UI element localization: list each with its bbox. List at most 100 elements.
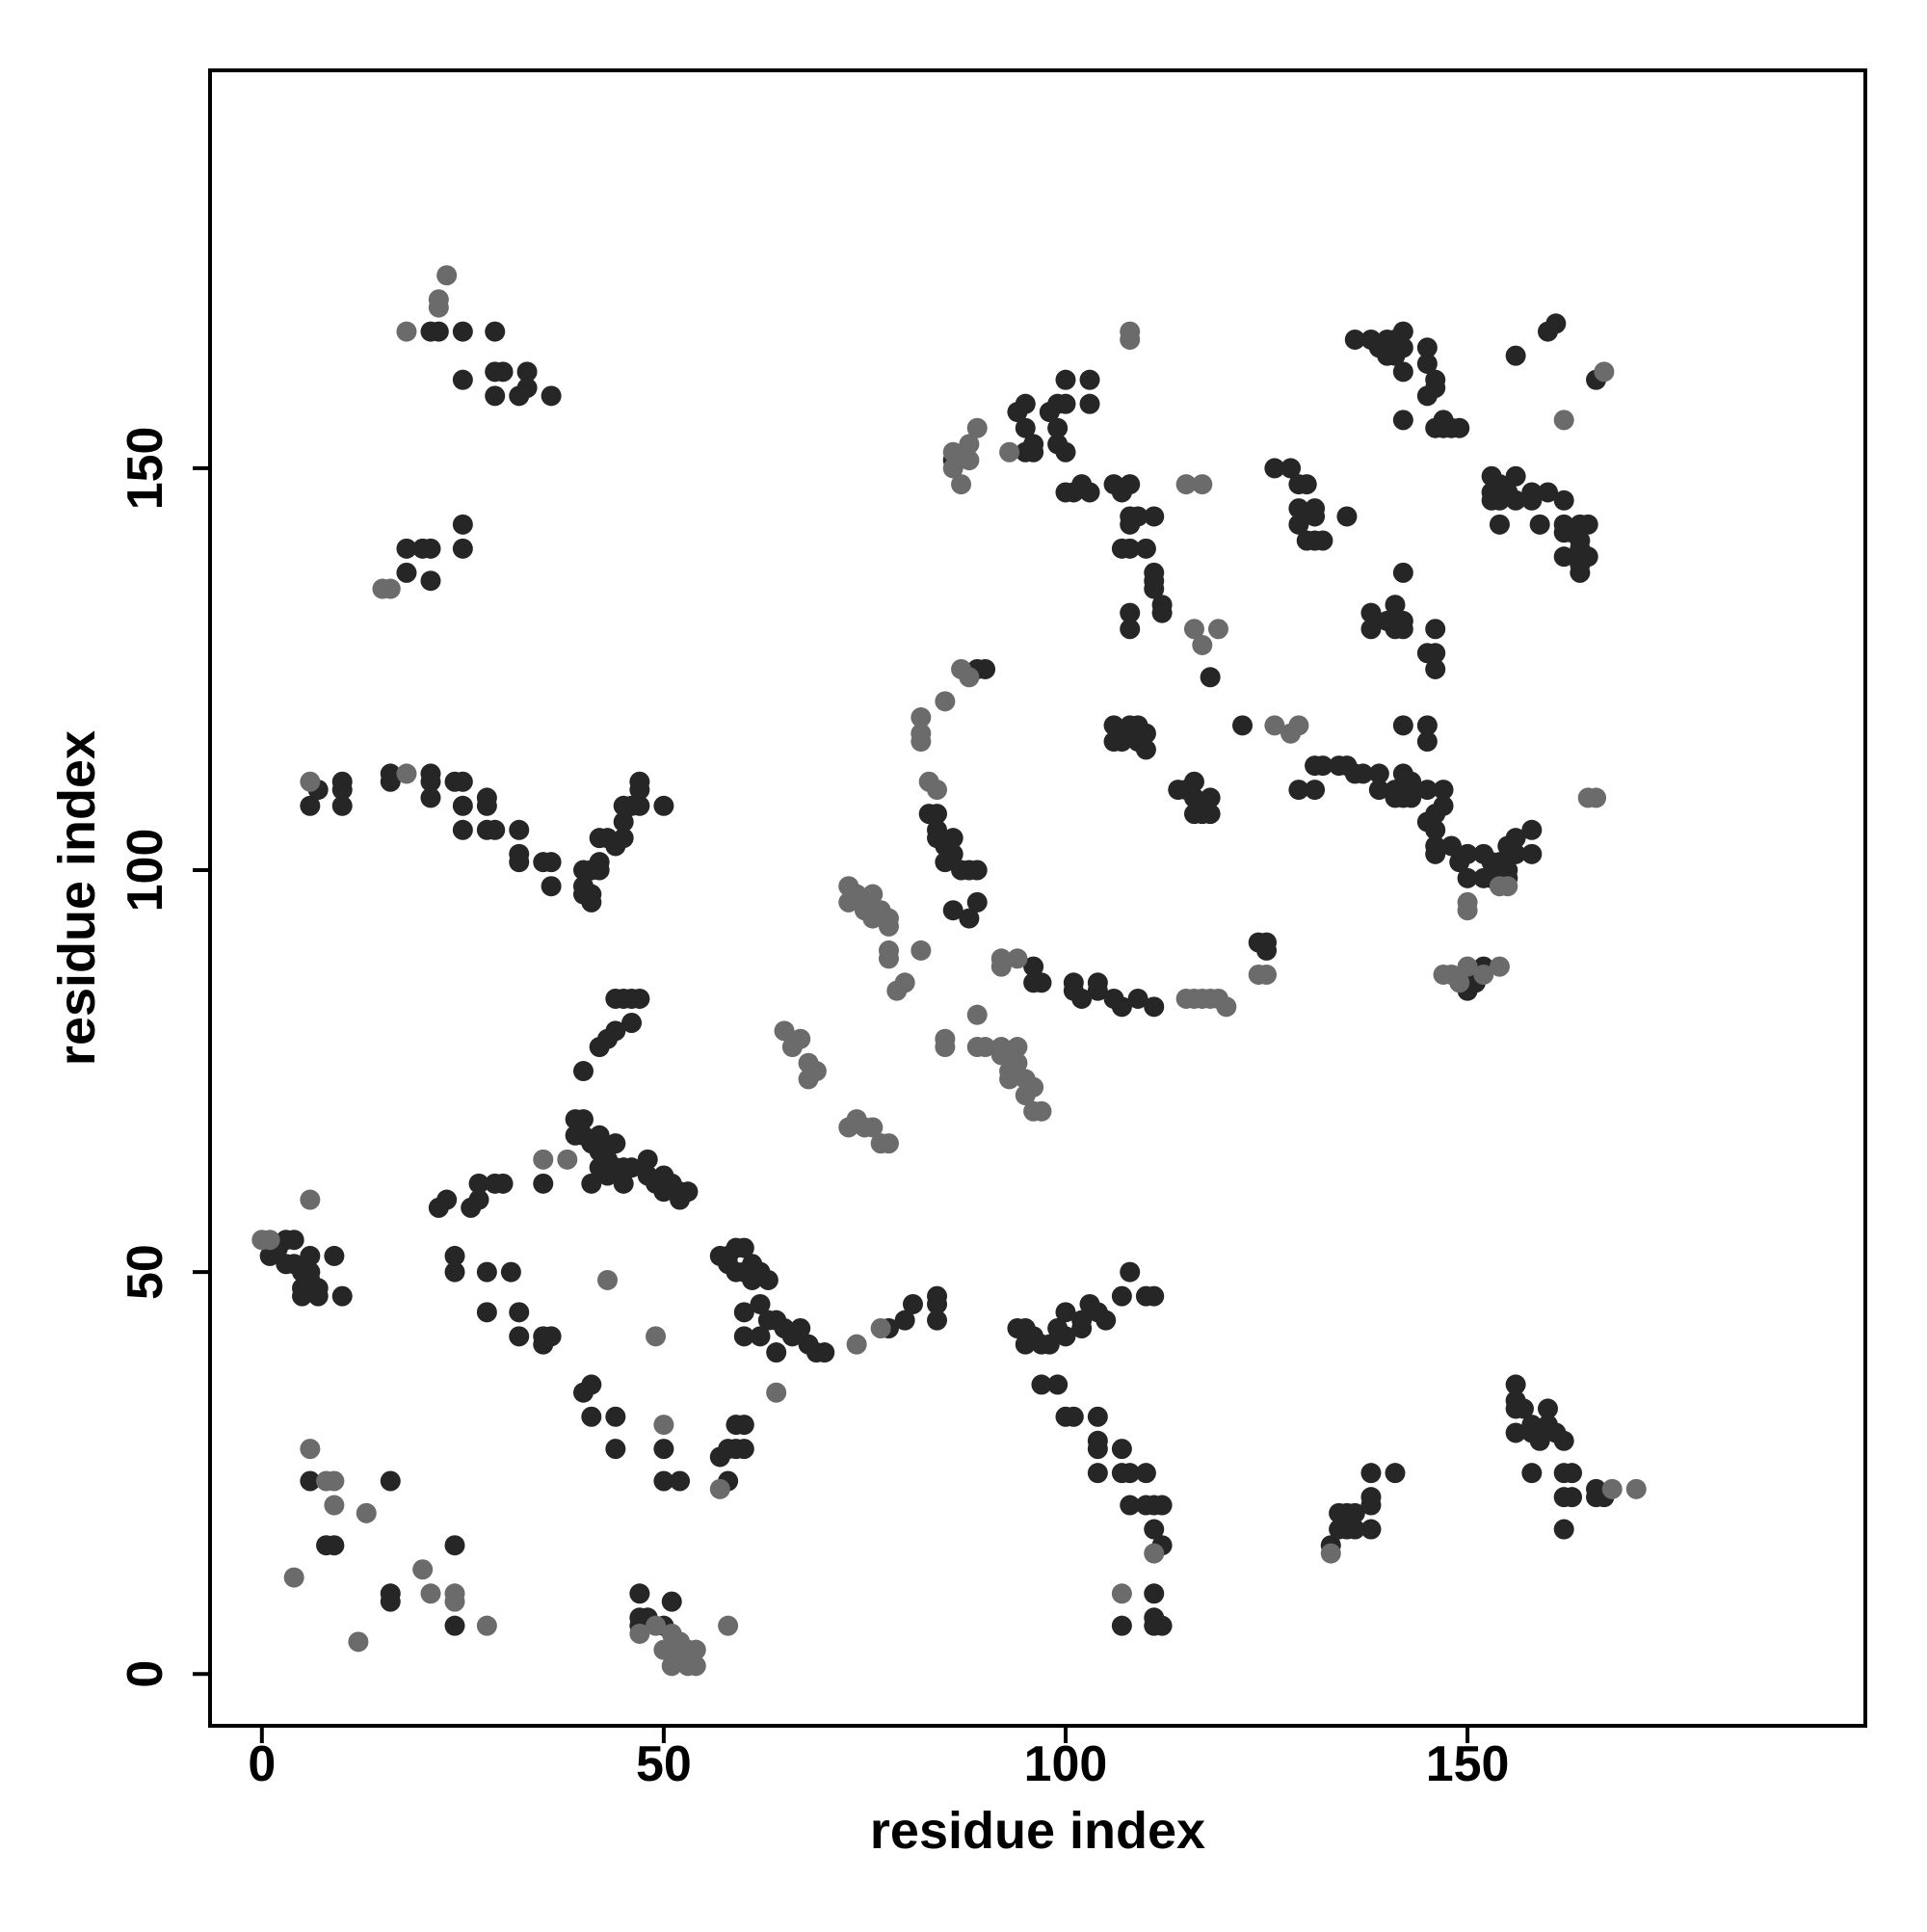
- point: [613, 811, 634, 833]
- point: [927, 804, 948, 825]
- point: [975, 658, 996, 679]
- point: [1521, 1463, 1543, 1484]
- point: [1416, 385, 1438, 407]
- point: [324, 1535, 345, 1556]
- point: [911, 707, 932, 728]
- point: [485, 385, 506, 407]
- point: [492, 1173, 514, 1194]
- point: [862, 884, 884, 905]
- point: [468, 1189, 489, 1210]
- y-axis-title: residue index: [48, 730, 106, 1066]
- point: [862, 1117, 884, 1138]
- point: [331, 780, 353, 801]
- point: [733, 1302, 754, 1323]
- point: [396, 538, 417, 559]
- point: [1433, 795, 1454, 816]
- point: [927, 1293, 948, 1314]
- point: [733, 1326, 754, 1347]
- point: [331, 795, 353, 816]
- point: [444, 1245, 465, 1266]
- plot-frame: [208, 68, 1867, 1728]
- point: [1031, 1100, 1052, 1122]
- point: [1111, 731, 1132, 753]
- point: [1127, 506, 1148, 527]
- point: [1256, 940, 1278, 961]
- point: [677, 1181, 699, 1203]
- point: [1505, 490, 1526, 511]
- point: [927, 1310, 948, 1331]
- point: [966, 891, 988, 913]
- point: [1553, 490, 1574, 511]
- point: [1120, 329, 1141, 350]
- point: [444, 1261, 465, 1283]
- point: [1521, 482, 1543, 503]
- point: [935, 1037, 956, 1058]
- point: [1385, 1463, 1406, 1484]
- point: [1111, 996, 1132, 1018]
- point: [1553, 1430, 1574, 1451]
- point: [516, 378, 538, 399]
- point: [541, 852, 562, 873]
- point: [1360, 602, 1382, 623]
- point: [509, 1326, 530, 1347]
- point: [1087, 972, 1108, 993]
- point: [959, 908, 980, 929]
- point: [1144, 1583, 1165, 1604]
- point: [790, 1028, 811, 1049]
- point: [999, 1069, 1020, 1090]
- point: [1144, 1543, 1165, 1564]
- point: [1183, 787, 1204, 808]
- point: [1392, 562, 1413, 583]
- point: [589, 1125, 610, 1146]
- point: [420, 771, 441, 792]
- point: [894, 1310, 915, 1331]
- point: [396, 562, 417, 583]
- point: [646, 1615, 667, 1636]
- point: [878, 948, 899, 969]
- point: [1200, 787, 1221, 808]
- x-tick-label: 150: [1426, 1736, 1510, 1792]
- point: [1320, 1543, 1341, 1564]
- point: [1055, 369, 1076, 390]
- point: [766, 1342, 787, 1363]
- point: [300, 771, 321, 792]
- point: [1336, 506, 1358, 527]
- point: [1111, 1439, 1132, 1460]
- point: [1489, 514, 1510, 535]
- point: [572, 1109, 594, 1130]
- point: [902, 1293, 923, 1314]
- point: [1232, 715, 1254, 736]
- point: [380, 771, 401, 792]
- point: [959, 667, 980, 688]
- point: [436, 265, 458, 286]
- point: [1144, 1615, 1165, 1636]
- point: [300, 1439, 321, 1460]
- point: [1305, 506, 1326, 527]
- point: [942, 458, 964, 479]
- point: [1497, 860, 1518, 881]
- point: [283, 1230, 304, 1251]
- point: [1625, 1478, 1647, 1499]
- point: [468, 1173, 489, 1194]
- point: [1055, 1326, 1076, 1347]
- x-tick-label: 50: [636, 1736, 692, 1792]
- point: [452, 771, 473, 792]
- point: [259, 1230, 280, 1251]
- point: [1489, 956, 1510, 977]
- point: [300, 1245, 321, 1266]
- point: [1055, 393, 1076, 414]
- point: [1200, 804, 1221, 825]
- point: [613, 828, 634, 849]
- point: [1425, 369, 1446, 390]
- point: [1079, 393, 1100, 414]
- point: [444, 1591, 465, 1612]
- point: [629, 1583, 650, 1604]
- x-axis-title: residue index: [870, 1802, 1205, 1860]
- point: [1344, 1502, 1365, 1523]
- point: [1392, 361, 1413, 383]
- point: [444, 1535, 465, 1556]
- y-tick-label: 150: [118, 427, 173, 511]
- point: [661, 1655, 682, 1677]
- point: [1023, 441, 1044, 463]
- point: [428, 321, 449, 342]
